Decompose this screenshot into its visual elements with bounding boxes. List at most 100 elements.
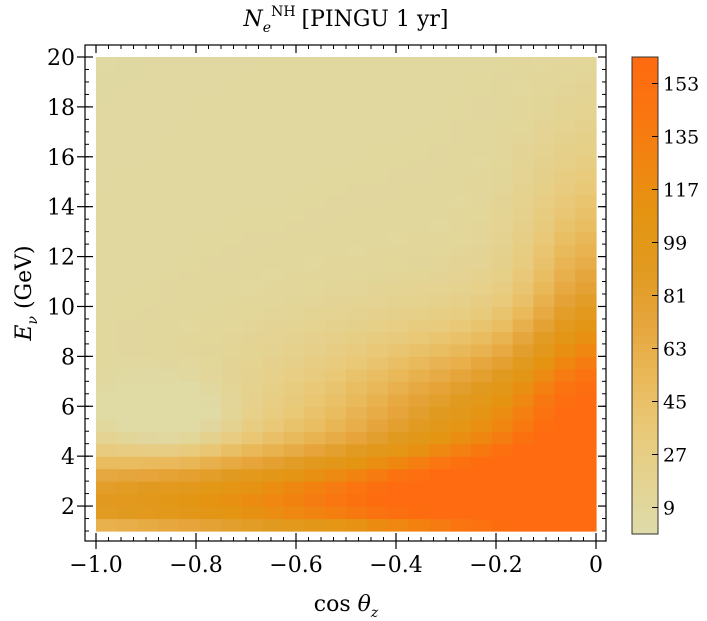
heatmap-cell bbox=[429, 106, 451, 120]
heatmap-cell bbox=[471, 94, 493, 108]
heatmap-cell bbox=[512, 318, 535, 333]
heatmap-cell bbox=[137, 506, 160, 520]
heatmap-cell bbox=[429, 194, 451, 208]
heatmap-cell bbox=[325, 406, 347, 420]
heatmap-cell bbox=[325, 219, 347, 233]
heatmap-cell bbox=[366, 156, 389, 170]
heatmap-cell bbox=[241, 481, 264, 495]
heatmap-cell bbox=[387, 418, 410, 432]
heatmap-cell bbox=[366, 57, 389, 71]
heatmap-cell bbox=[387, 393, 410, 407]
heatmap-cell bbox=[408, 431, 430, 445]
heatmap-cell bbox=[137, 194, 160, 208]
heatmap-cell bbox=[346, 269, 368, 283]
heatmap-cell bbox=[262, 381, 285, 395]
heatmap-cell bbox=[366, 294, 389, 308]
heatmap-cell bbox=[221, 231, 243, 245]
heatmap-cell bbox=[241, 294, 264, 308]
heatmap-cell bbox=[429, 244, 451, 258]
color-bar-segment bbox=[632, 327, 658, 336]
heatmap-cell bbox=[116, 269, 139, 283]
heatmap-cell bbox=[450, 81, 472, 96]
heatmap-cell bbox=[346, 506, 368, 520]
heatmap-cell bbox=[554, 481, 576, 495]
heatmap-cell bbox=[533, 306, 555, 320]
heatmap-cell bbox=[491, 306, 514, 320]
heatmap-cell bbox=[387, 231, 410, 245]
heatmap-cell bbox=[491, 94, 514, 108]
heatmap-cell bbox=[221, 381, 243, 395]
heatmap-cell bbox=[283, 381, 305, 395]
heatmap-cell bbox=[241, 406, 264, 420]
heatmap-cell bbox=[533, 443, 555, 457]
heatmap-cell bbox=[200, 156, 222, 170]
heatmap-cell bbox=[366, 269, 389, 283]
heatmap-cell bbox=[221, 456, 243, 470]
heatmap-cells bbox=[96, 57, 597, 532]
heatmap-cell bbox=[429, 57, 451, 71]
heatmap-cell bbox=[450, 406, 472, 420]
heatmap-cell bbox=[387, 281, 410, 295]
heatmap-cell bbox=[221, 368, 243, 382]
heatmap-cell bbox=[116, 443, 139, 457]
heatmap-cell bbox=[137, 144, 160, 158]
heatmap-cell bbox=[200, 269, 222, 283]
heatmap-cell bbox=[554, 131, 576, 145]
heatmap-cell bbox=[158, 194, 180, 208]
heatmap-cell bbox=[96, 431, 118, 445]
heatmap-cell bbox=[179, 381, 201, 395]
heatmap-cell bbox=[366, 506, 389, 520]
heatmap-cell bbox=[262, 456, 285, 470]
heatmap-cell bbox=[241, 206, 264, 220]
heatmap-cell bbox=[491, 244, 514, 258]
heatmap-cell bbox=[241, 106, 264, 120]
heatmap-cell bbox=[575, 106, 597, 120]
heatmap-cell bbox=[429, 294, 451, 308]
heatmap-cell bbox=[96, 81, 118, 96]
heatmap-cell bbox=[283, 219, 305, 233]
heatmap-cell bbox=[346, 456, 368, 470]
color-bar-segment bbox=[632, 184, 658, 193]
heatmap-cell bbox=[221, 356, 243, 370]
heatmap-cell bbox=[512, 443, 535, 457]
heatmap-cell bbox=[450, 418, 472, 432]
heatmap-cell bbox=[137, 306, 160, 320]
heatmap-cell bbox=[304, 119, 326, 133]
heatmap-cell bbox=[96, 306, 118, 320]
heatmap-cell bbox=[304, 393, 326, 407]
heatmap-cell bbox=[366, 206, 389, 220]
heatmap-cell bbox=[408, 94, 430, 108]
heatmap-cell bbox=[116, 418, 139, 432]
heatmap-cell bbox=[283, 269, 305, 283]
heatmap-cell bbox=[387, 244, 410, 258]
heatmap-cell bbox=[429, 381, 451, 395]
heatmap-cell bbox=[471, 281, 493, 295]
heatmap-cell bbox=[346, 156, 368, 170]
heatmap-cell bbox=[575, 231, 597, 245]
heatmap-cell bbox=[262, 306, 285, 320]
heatmap-cell bbox=[408, 281, 430, 295]
heatmap-cell bbox=[387, 318, 410, 333]
heatmap-cell bbox=[429, 393, 451, 407]
heatmap-cell bbox=[283, 318, 305, 333]
heatmap-cell bbox=[554, 94, 576, 108]
heatmap-cell bbox=[491, 331, 514, 345]
heatmap-cell bbox=[179, 106, 201, 120]
heatmap-cell bbox=[575, 144, 597, 158]
color-bar-segment bbox=[632, 430, 658, 440]
heatmap-cell bbox=[137, 456, 160, 470]
y-tick-label: 20 bbox=[47, 46, 75, 71]
heatmap-cell bbox=[325, 356, 347, 370]
heatmap-cell bbox=[116, 69, 139, 83]
heatmap-cell bbox=[221, 219, 243, 233]
heatmap-cell bbox=[554, 69, 576, 83]
heatmap-cell bbox=[200, 481, 222, 495]
heatmap-cell bbox=[158, 306, 180, 320]
color-bar-segment bbox=[632, 375, 658, 384]
color-bar-tick-label: 81 bbox=[663, 286, 687, 308]
heatmap-cell bbox=[200, 231, 222, 245]
heatmap-cell bbox=[96, 94, 118, 108]
heatmap-cell bbox=[283, 244, 305, 258]
heatmap-cell bbox=[575, 318, 597, 333]
heatmap-cell bbox=[304, 57, 326, 71]
